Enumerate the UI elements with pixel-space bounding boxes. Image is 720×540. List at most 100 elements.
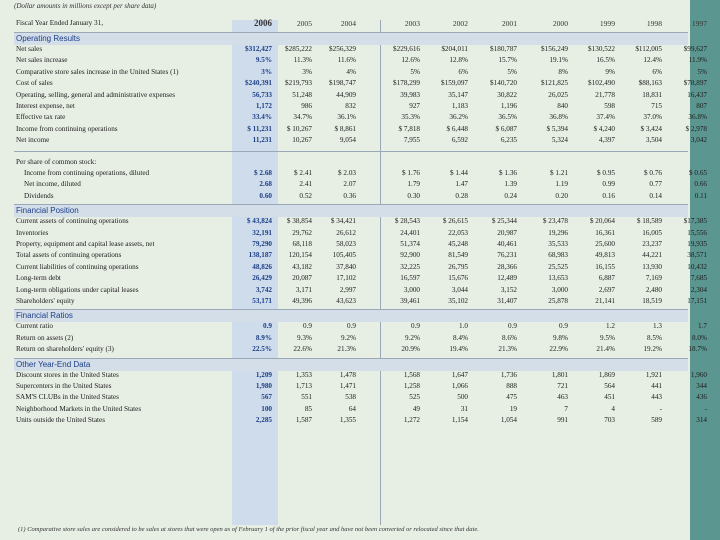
cell-2002: 1,154 <box>451 416 468 425</box>
cell-2003: 20.9% <box>401 345 420 354</box>
header-row: Fiscal Year Ended January 31, 2006 2005 200… <box>0 18 707 29</box>
cell-2000: $ 23,478 <box>542 217 568 226</box>
cell-1999: 598 <box>604 102 615 110</box>
cell-2002: 1,647 <box>451 370 468 379</box>
cell-2003: $ 1.76 <box>402 169 420 177</box>
cell-2003: 1,568 <box>403 370 420 379</box>
table-row: Neighborhood Markets in the United State… <box>0 404 707 415</box>
row-label: Operating, selling, general and administ… <box>16 90 176 99</box>
cell-2006: 1,172 <box>255 102 272 110</box>
cell-1999: 6,887 <box>598 274 615 283</box>
table-row: Net sales increase 9.5% 11.3% 11.6% 12.6% 12.… <box>0 55 707 66</box>
cell-1998: 3,504 <box>645 136 662 145</box>
cell-2001: $ 1.36 <box>499 169 517 177</box>
cell-2004: 2,997 <box>339 285 356 294</box>
cell-1998: $88,163 <box>638 79 662 88</box>
table-row: Cost of sales $240,391 $219,793 $198,747 $17… <box>0 78 707 89</box>
cell-2000: 22.9% <box>549 345 568 354</box>
cell-2005: 11.3% <box>293 56 312 65</box>
cell-1999: 16,155 <box>595 262 615 271</box>
cell-1997: 1,960 <box>690 370 707 379</box>
cell-2005: $ 2.41 <box>294 169 312 177</box>
cell-2001: 31,407 <box>497 297 517 305</box>
cell-2005: 68,118 <box>292 240 313 248</box>
cell-2000: 991 <box>557 416 568 425</box>
row-label: Per share of common stock: <box>16 157 97 166</box>
cell-2006: 53,171 <box>252 297 272 305</box>
cell-1997: $78,897 <box>683 79 707 88</box>
cell-2000: 68,983 <box>548 251 568 260</box>
table-row: Return on assets (2) 8.9% 9.3% 9.2% 9.2% 8.4%… <box>0 333 707 344</box>
cell-2000: $156,249 <box>541 45 568 53</box>
cell-2000: 36.8% <box>549 113 568 122</box>
table-row: Supercenters in the United States 1,980 1,… <box>0 381 707 392</box>
cell-2001: $ 6,087 <box>495 124 517 133</box>
cell-2001: 1,736 <box>500 370 517 379</box>
cell-2001: $180,787 <box>490 45 517 53</box>
cell-1998: 8.5% <box>647 333 662 342</box>
cell-2005: 34.7% <box>293 113 312 122</box>
cell-2001: 36.5% <box>498 113 517 122</box>
cell-1998: 1,921 <box>645 370 662 379</box>
cell-1999: 49,813 <box>595 251 615 260</box>
cell-1998: 16,005 <box>642 228 662 237</box>
cell-2003: 39,983 <box>400 90 420 99</box>
cell-2000: 721 <box>557 382 568 390</box>
cell-2005: 0.9 <box>303 322 312 331</box>
table-row: Inventories 32,191 29,762 26,612 24,401 22,05… <box>0 228 707 239</box>
row-label: Current liabilities of continuing operat… <box>16 262 139 271</box>
cell-1998: 6% <box>652 67 662 76</box>
year-header-1997: 1997 <box>691 19 707 28</box>
cell-2000: 25,525 <box>548 262 568 271</box>
row-label: Return on assets (2) <box>16 333 74 342</box>
cell-1997: 3,042 <box>690 136 707 145</box>
row-label: Total assets of continuing operations <box>16 251 122 260</box>
cell-1997: 8.0% <box>692 333 707 342</box>
cell-2001: 8.6% <box>502 333 517 342</box>
table-row: Long-term debt 26,429 20,087 17,102 16,597 15… <box>0 273 707 284</box>
row-label: Net income <box>16 136 50 145</box>
table-row: Operating, selling, general and administ… <box>0 90 707 101</box>
cell-2004: 11.6% <box>337 56 356 65</box>
section-header: Operating Results <box>14 32 688 45</box>
cell-2001: 28,366 <box>497 262 517 271</box>
cell-2005: $285,222 <box>285 45 312 53</box>
cell-1999: 25,600 <box>595 240 615 248</box>
cell-2002: 19.4% <box>449 345 468 354</box>
cell-2004: 2.07 <box>343 180 356 189</box>
cell-2005: 120,154 <box>288 251 312 260</box>
table-row: Units outside the United States 2,285 1,58… <box>0 415 707 426</box>
cell-2005: 1,713 <box>295 382 312 390</box>
row-label: Current assets of continuing operations <box>16 217 129 226</box>
cell-2004: 538 <box>345 393 356 402</box>
cell-1997: $99,627 <box>683 45 707 53</box>
cell-2006: 3,742 <box>255 285 272 294</box>
cell-1998: 18,831 <box>642 90 662 99</box>
cell-2002: $ 26,615 <box>442 217 468 226</box>
cell-2003: 35.3% <box>401 113 420 122</box>
table-row: Current liabilities of continuing operat… <box>0 262 707 273</box>
cell-2003: $ 28,543 <box>394 217 420 226</box>
table-row: Dividends 0.60 0.52 0.36 0.30 0.28 0.24 0.20 0.1… <box>0 191 707 202</box>
year-header-1998: 1998 <box>646 19 662 28</box>
cell-1998: $112,005 <box>635 45 662 53</box>
cell-1997: 10,432 <box>687 262 707 271</box>
cell-1999: $102,490 <box>588 79 615 88</box>
row-label: Long-term debt <box>16 274 61 283</box>
section-title: Financial Position <box>16 206 79 216</box>
section-header: Other Year-End Data <box>14 357 688 371</box>
cell-2003: $229,616 <box>393 45 420 53</box>
cell-2000: $ 5,394 <box>546 124 568 133</box>
cell-2001: 15.7% <box>498 56 517 65</box>
header-label: Fiscal Year Ended January 31, <box>16 19 104 27</box>
cell-1998: $ 0.76 <box>644 169 662 177</box>
table-row: Long-term obligations under capital leas… <box>0 285 707 296</box>
cell-2002: 81,549 <box>448 251 468 260</box>
row-label: Long-term obligations under capital leas… <box>16 285 139 294</box>
cell-1997: 19,935 <box>687 240 707 248</box>
table-row: SAM'S CLUBs in the United States 567 551 53… <box>0 392 707 403</box>
cell-2003: 51,374 <box>400 240 420 248</box>
row-label: Supercenters in the United States <box>16 382 112 390</box>
cell-2001: 1.39 <box>504 180 517 189</box>
cell-2005: 51,248 <box>292 90 312 99</box>
